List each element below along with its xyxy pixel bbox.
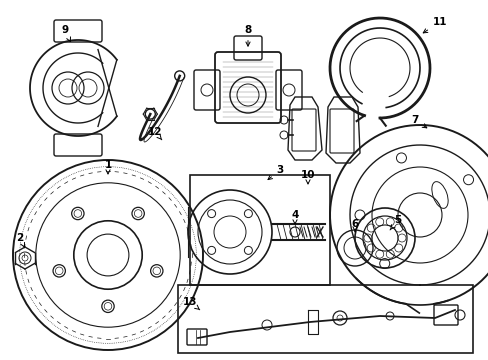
Text: 10: 10 <box>300 170 315 184</box>
Text: 12: 12 <box>147 127 162 140</box>
Bar <box>178 285 472 353</box>
Text: 2: 2 <box>16 233 24 247</box>
Text: 4: 4 <box>291 210 298 224</box>
Text: 1: 1 <box>104 160 111 174</box>
Text: 8: 8 <box>244 25 251 46</box>
Text: 3: 3 <box>267 165 283 180</box>
Text: 6: 6 <box>351 219 358 232</box>
Text: 9: 9 <box>61 25 70 41</box>
Text: 11: 11 <box>423 17 447 33</box>
Text: 5: 5 <box>389 215 401 230</box>
Text: 13: 13 <box>183 297 199 310</box>
Text: 7: 7 <box>410 115 426 128</box>
Bar <box>190 175 329 285</box>
